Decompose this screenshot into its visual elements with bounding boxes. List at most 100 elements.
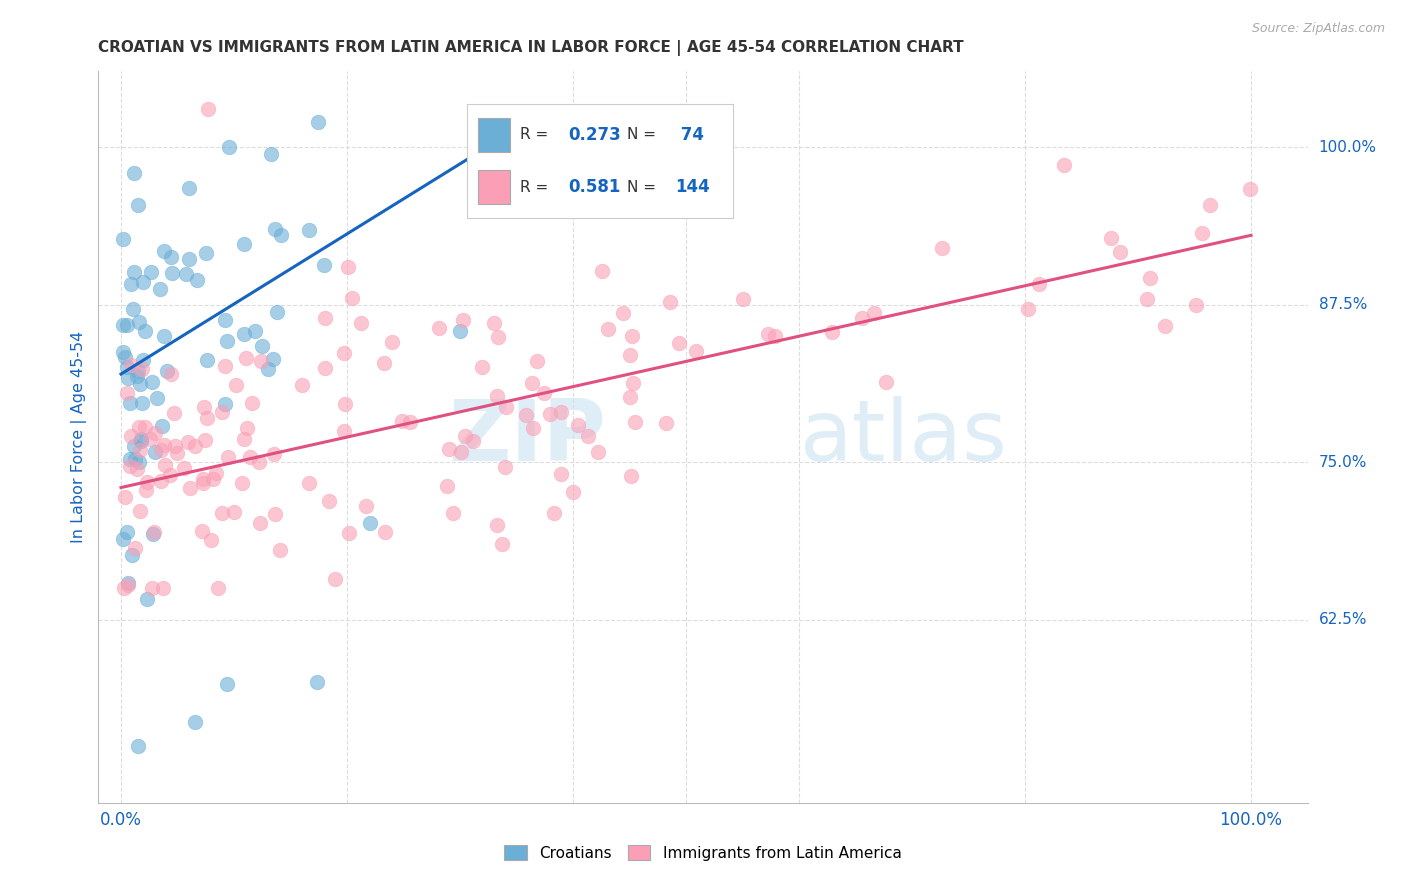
Point <box>232 237 254 252</box>
Point <box>1185 298 1208 312</box>
Point <box>486 389 509 403</box>
Point <box>173 461 195 475</box>
Point <box>562 485 585 500</box>
Point <box>820 325 842 339</box>
Point <box>1139 271 1161 285</box>
Point <box>139 433 162 447</box>
Point <box>449 324 471 338</box>
Point <box>240 396 263 410</box>
Point <box>270 228 292 243</box>
Point <box>186 272 208 286</box>
Point <box>131 396 153 410</box>
Point <box>491 537 513 551</box>
Point <box>333 346 356 360</box>
Point <box>141 582 163 596</box>
Point <box>252 339 274 353</box>
Point <box>122 265 145 279</box>
Point <box>1191 226 1213 240</box>
Point <box>931 241 953 255</box>
Point <box>314 259 336 273</box>
Point <box>127 739 149 754</box>
Point <box>538 407 561 421</box>
Point <box>461 434 484 448</box>
Point <box>685 343 707 358</box>
Point <box>177 252 200 267</box>
Point <box>117 525 139 540</box>
Point <box>117 371 139 385</box>
Point <box>1099 230 1122 244</box>
Point <box>668 336 690 351</box>
Text: 100.0%: 100.0% <box>1319 139 1376 154</box>
Point <box>194 433 217 447</box>
Point <box>153 458 176 472</box>
Point <box>125 462 148 476</box>
Point <box>194 245 217 260</box>
Point <box>354 500 377 514</box>
Point <box>214 312 236 326</box>
Point <box>191 472 214 486</box>
Point <box>250 354 273 368</box>
Point <box>191 475 214 490</box>
Point <box>264 507 287 521</box>
Point <box>120 277 142 292</box>
Point <box>118 451 141 466</box>
Point <box>112 232 135 246</box>
Point <box>763 329 786 343</box>
Point <box>550 405 572 419</box>
Point <box>115 386 138 401</box>
Point <box>207 582 229 596</box>
Point <box>257 362 280 376</box>
Point <box>1053 158 1076 172</box>
Point <box>201 472 224 486</box>
Point <box>471 359 494 374</box>
Point <box>655 416 678 430</box>
Point <box>127 198 149 212</box>
Point <box>153 244 176 258</box>
Point <box>118 458 141 473</box>
Point <box>135 483 157 497</box>
Point <box>134 419 156 434</box>
Point <box>598 322 620 336</box>
Point <box>160 367 183 381</box>
Y-axis label: In Labor Force | Age 45-54: In Labor Force | Age 45-54 <box>72 331 87 543</box>
Text: Source: ZipAtlas.com: Source: ZipAtlas.com <box>1251 22 1385 36</box>
Point <box>235 351 257 365</box>
Point <box>131 362 153 376</box>
Point <box>342 291 364 305</box>
Point <box>174 267 197 281</box>
Point <box>373 356 395 370</box>
Point <box>197 102 219 116</box>
Point <box>612 306 634 320</box>
Point <box>325 572 347 586</box>
Point <box>129 434 152 448</box>
Point <box>156 364 179 378</box>
Point <box>129 432 152 446</box>
Point <box>121 548 143 562</box>
Point <box>624 415 647 429</box>
Point <box>297 223 319 237</box>
Point <box>232 327 254 342</box>
Point <box>591 263 613 277</box>
Point <box>214 359 236 374</box>
Point <box>576 428 599 442</box>
Point <box>191 524 214 539</box>
Point <box>436 479 458 493</box>
Point <box>200 533 222 547</box>
Point <box>159 250 181 264</box>
Point <box>262 352 284 367</box>
Point <box>152 329 174 343</box>
Point <box>195 352 218 367</box>
Point <box>245 324 267 338</box>
Point <box>318 494 340 508</box>
Point <box>141 265 163 279</box>
Point <box>211 507 233 521</box>
Point <box>135 475 157 489</box>
Point <box>149 282 172 296</box>
Point <box>214 397 236 411</box>
Point <box>217 334 239 348</box>
Point <box>522 421 544 435</box>
Point <box>1199 198 1222 212</box>
Text: CROATIAN VS IMMIGRANTS FROM LATIN AMERICA IN LABOR FORCE | AGE 45-54 CORRELATION: CROATIAN VS IMMIGRANTS FROM LATIN AMERIC… <box>98 40 965 56</box>
Point <box>337 526 360 541</box>
Point <box>195 411 218 425</box>
